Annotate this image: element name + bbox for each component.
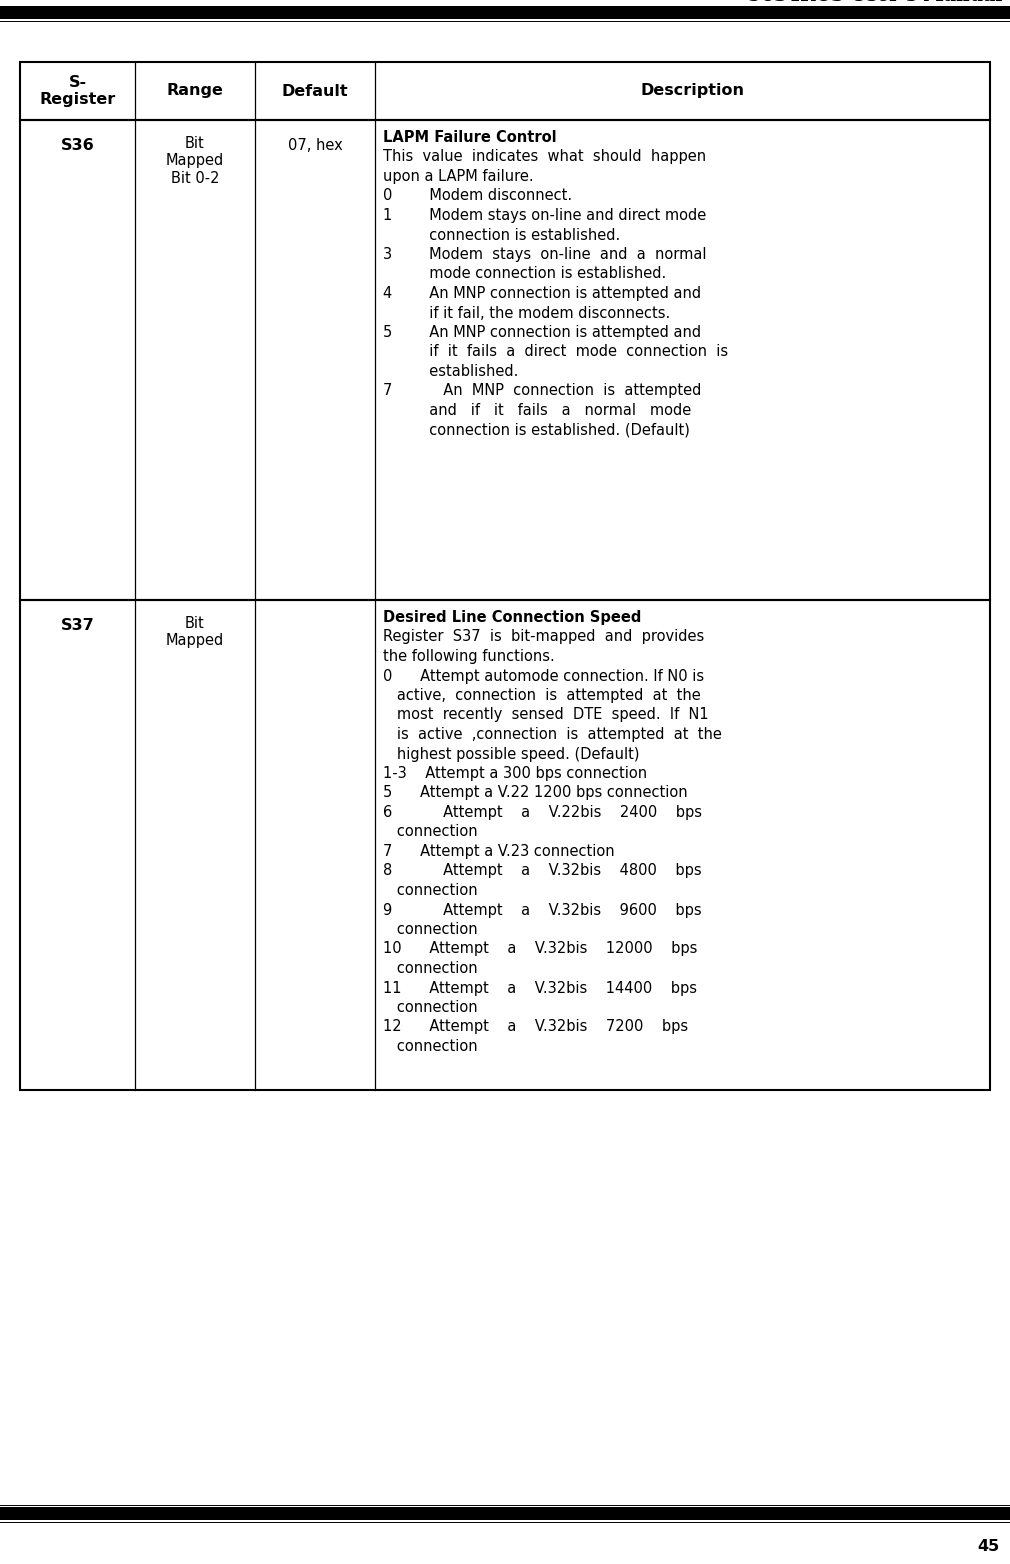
Text: S-
Register: S- Register bbox=[39, 75, 115, 108]
Text: 9           Attempt    a    V.32bis    9600    bps: 9 Attempt a V.32bis 9600 bps bbox=[383, 902, 702, 918]
Text: mode connection is established.: mode connection is established. bbox=[383, 266, 667, 282]
Bar bbox=[0, 1508, 1010, 1520]
Text: connection: connection bbox=[383, 923, 478, 937]
Text: Range: Range bbox=[167, 83, 223, 99]
Text: S37: S37 bbox=[61, 618, 94, 633]
Text: and   if   it   fails   a   normal   mode: and if it fails a normal mode bbox=[383, 404, 691, 418]
Text: 7      Attempt a V.23 connection: 7 Attempt a V.23 connection bbox=[383, 845, 615, 859]
Text: 0        Modem disconnect.: 0 Modem disconnect. bbox=[383, 189, 572, 203]
Text: 1        Modem stays on-line and direct mode: 1 Modem stays on-line and direct mode bbox=[383, 208, 706, 224]
Text: connection is established.: connection is established. bbox=[383, 227, 620, 242]
Text: 10      Attempt    a    V.32bis    12000    bps: 10 Attempt a V.32bis 12000 bps bbox=[383, 942, 697, 957]
Text: 3        Modem  stays  on-line  and  a  normal: 3 Modem stays on-line and a normal bbox=[383, 247, 707, 263]
Text: S36: S36 bbox=[61, 138, 94, 153]
Text: 6           Attempt    a    V.22bis    2400    bps: 6 Attempt a V.22bis 2400 bps bbox=[383, 805, 702, 820]
Text: 45: 45 bbox=[978, 1539, 1000, 1555]
Text: 5634RCS User’s Manual: 5634RCS User’s Manual bbox=[747, 0, 1002, 5]
Text: 4        An MNP connection is attempted and: 4 An MNP connection is attempted and bbox=[383, 286, 701, 300]
Text: 1-3    Attempt a 300 bps connection: 1-3 Attempt a 300 bps connection bbox=[383, 766, 647, 780]
Text: LAPM Failure Control: LAPM Failure Control bbox=[383, 130, 557, 145]
Text: This  value  indicates  what  should  happen: This value indicates what should happen bbox=[383, 150, 706, 164]
Text: 7           An  MNP  connection  is  attempted: 7 An MNP connection is attempted bbox=[383, 383, 701, 399]
Text: 5      Attempt a V.22 1200 bps connection: 5 Attempt a V.22 1200 bps connection bbox=[383, 785, 688, 801]
Text: 11      Attempt    a    V.32bis    14400    bps: 11 Attempt a V.32bis 14400 bps bbox=[383, 981, 697, 996]
Text: 07, hex: 07, hex bbox=[288, 138, 342, 153]
Bar bbox=[0, 6, 1010, 19]
Text: active,  connection  is  attempted  at  the: active, connection is attempted at the bbox=[383, 688, 701, 702]
Text: Desired Line Connection Speed: Desired Line Connection Speed bbox=[383, 610, 641, 626]
Text: connection: connection bbox=[383, 1038, 478, 1054]
Text: most  recently  sensed  DTE  speed.  If  N1: most recently sensed DTE speed. If N1 bbox=[383, 707, 709, 723]
Text: Description: Description bbox=[640, 83, 744, 99]
Text: Default: Default bbox=[282, 83, 348, 99]
Bar bbox=[20, 120, 990, 601]
Text: Bit
Mapped
Bit 0-2: Bit Mapped Bit 0-2 bbox=[166, 136, 224, 186]
Bar bbox=[20, 63, 990, 120]
Text: connection is established. (Default): connection is established. (Default) bbox=[383, 422, 690, 438]
Text: if it fail, the modem disconnects.: if it fail, the modem disconnects. bbox=[383, 305, 671, 321]
Text: 8           Attempt    a    V.32bis    4800    bps: 8 Attempt a V.32bis 4800 bps bbox=[383, 863, 702, 879]
Text: the following functions.: the following functions. bbox=[383, 649, 554, 665]
Text: 5        An MNP connection is attempted and: 5 An MNP connection is attempted and bbox=[383, 325, 701, 339]
Text: 12      Attempt    a    V.32bis    7200    bps: 12 Attempt a V.32bis 7200 bps bbox=[383, 1020, 688, 1034]
Text: connection: connection bbox=[383, 999, 478, 1015]
Text: if  it  fails  a  direct  mode  connection  is: if it fails a direct mode connection is bbox=[383, 344, 728, 360]
Text: Bit
Mapped: Bit Mapped bbox=[166, 616, 224, 649]
Text: connection: connection bbox=[383, 960, 478, 976]
Text: connection: connection bbox=[383, 884, 478, 898]
Text: connection: connection bbox=[383, 824, 478, 840]
Text: 0      Attempt automode connection. If N0 is: 0 Attempt automode connection. If N0 is bbox=[383, 668, 704, 683]
Text: established.: established. bbox=[383, 364, 518, 378]
Text: Register  S37  is  bit-mapped  and  provides: Register S37 is bit-mapped and provides bbox=[383, 629, 704, 644]
Bar bbox=[20, 601, 990, 1090]
Text: is  active  ,connection  is  attempted  at  the: is active ,connection is attempted at th… bbox=[383, 727, 722, 741]
Text: highest possible speed. (Default): highest possible speed. (Default) bbox=[383, 746, 639, 762]
Text: upon a LAPM failure.: upon a LAPM failure. bbox=[383, 169, 533, 185]
